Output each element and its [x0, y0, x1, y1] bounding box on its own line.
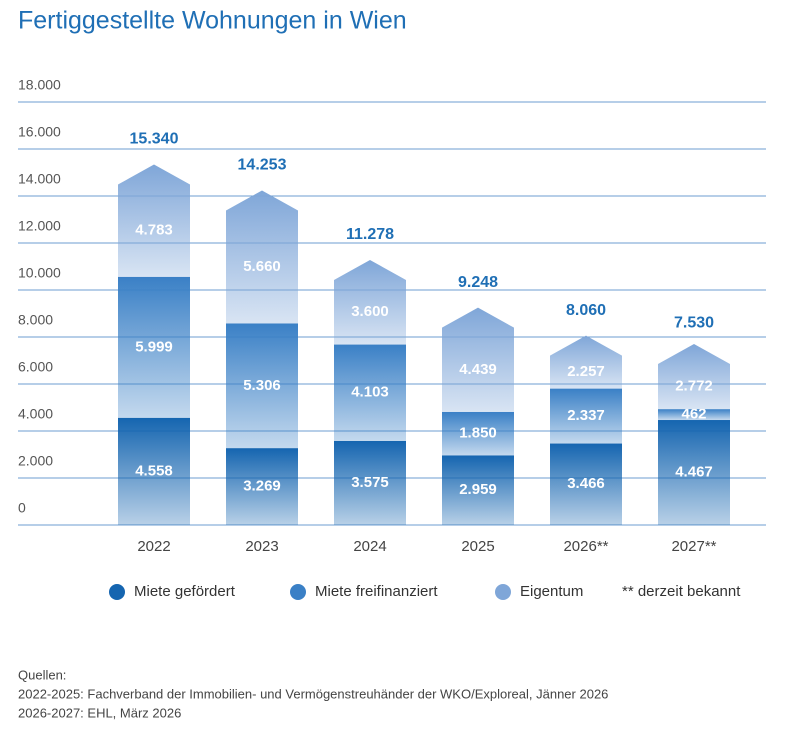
x-tick-label: 2023	[245, 538, 278, 555]
bar-segment	[334, 440, 406, 525]
total-label: 14.253	[238, 156, 287, 173]
y-tick-label: 12.000	[18, 218, 61, 234]
bar-segment	[658, 344, 730, 410]
y-tick-label: 14.000	[18, 171, 61, 187]
total-label: 7.530	[674, 314, 714, 331]
data-label: 4.467	[675, 463, 713, 480]
data-label: 1.850	[459, 425, 497, 442]
source: 2026-2027: EHL, März 2026	[18, 705, 181, 720]
legend-label: Miete freifinanziert	[315, 583, 438, 600]
sources-label: Quellen:	[18, 667, 66, 682]
bar-segment	[550, 335, 622, 389]
x-tick-label: 2022	[137, 538, 170, 555]
bar-segment	[226, 190, 298, 324]
bar-segment	[334, 344, 406, 441]
y-tick-label: 6.000	[18, 359, 53, 375]
data-label: 2.772	[675, 378, 713, 395]
bar-segment	[658, 420, 730, 525]
legend-marker	[495, 584, 511, 600]
x-tick-label: 2024	[353, 538, 386, 555]
data-label: 462	[681, 406, 706, 423]
bar-segment	[442, 411, 514, 456]
data-label: 2.337	[567, 407, 605, 424]
source: 2022-2025: Fachverband der Immobilien- u…	[18, 686, 608, 701]
y-tick-label: 2.000	[18, 453, 53, 469]
bar-segment	[334, 259, 406, 345]
data-label: 5.306	[243, 377, 281, 394]
data-label: 3.600	[351, 303, 389, 320]
total-label: 9.248	[458, 274, 498, 291]
bar-segment	[226, 448, 298, 525]
data-label: 3.466	[567, 475, 605, 492]
total-label: 8.060	[566, 302, 606, 319]
bar-segment	[658, 409, 730, 421]
y-tick-label: 0	[18, 500, 26, 516]
legend-label: Miete gefördert	[134, 583, 236, 600]
x-tick-label: 2025	[461, 538, 494, 555]
legend-marker	[109, 584, 125, 600]
bar-segment	[118, 417, 190, 525]
total-label: 11.278	[346, 226, 394, 243]
bar-segment	[550, 443, 622, 525]
data-label: 4.103	[351, 384, 389, 401]
bar-segment	[118, 276, 190, 418]
bar-segment	[118, 164, 190, 277]
data-label: 2.959	[459, 481, 497, 498]
data-label: 4.558	[135, 462, 173, 479]
data-label: 3.575	[351, 474, 389, 491]
bar-segment	[442, 307, 514, 412]
y-tick-label: 4.000	[18, 406, 53, 422]
data-label: 4.439	[459, 361, 497, 378]
legend-note: ** derzeit bekannt	[622, 583, 741, 600]
bar-segment	[550, 388, 622, 444]
data-label: 5.999	[135, 338, 173, 355]
x-tick-label: 2026**	[563, 538, 608, 555]
bar-segment	[442, 455, 514, 525]
y-tick-label: 16.000	[18, 124, 61, 140]
bar-segment	[226, 323, 298, 449]
data-label: 5.660	[243, 258, 281, 275]
y-tick-label: 18.000	[18, 77, 61, 93]
legend-label: Eigentum	[520, 583, 583, 600]
y-tick-label: 10.000	[18, 265, 61, 281]
y-tick-label: 8.000	[18, 312, 53, 328]
data-label: 2.257	[567, 363, 605, 380]
data-label: 4.783	[135, 222, 173, 239]
legend-marker	[290, 584, 306, 600]
data-label: 3.269	[243, 478, 281, 495]
chart-title: Fertiggestellte Wohnungen in Wien	[18, 7, 407, 35]
x-tick-label: 2027**	[671, 538, 716, 555]
total-label: 15.340	[130, 131, 179, 148]
